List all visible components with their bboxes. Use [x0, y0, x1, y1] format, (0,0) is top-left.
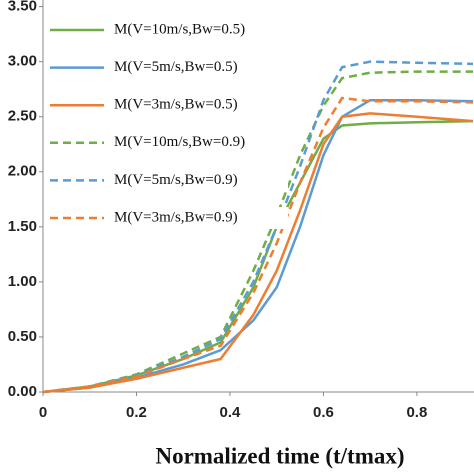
y-tick-label: 2.00 — [8, 163, 37, 180]
series-line — [42, 70, 473, 394]
legend-label: M(V=10m/s,Bw=0.9) — [114, 134, 245, 150]
legend-label: M(V=3m/s,Bw=0.9) — [114, 209, 238, 225]
series-line — [42, 96, 474, 394]
legend-label: M(V=3m/s,Bw=0.5) — [114, 97, 238, 113]
legend-bg — [108, 169, 288, 192]
legend-label: M(V=5m/s,Bw=0.5) — [114, 59, 238, 75]
x-tick-label: 0.6 — [313, 404, 334, 421]
x-tick-label: 0 — [39, 404, 47, 421]
series-line — [42, 112, 474, 394]
legend-bg — [108, 94, 288, 117]
x-tick-label: 0.4 — [220, 404, 242, 421]
y-tick-label: 3.00 — [8, 53, 37, 70]
x-axis-label: Normalized time (t/tmax) — [155, 443, 404, 468]
y-tick-label: 0.50 — [8, 328, 37, 345]
series-line — [42, 119, 474, 394]
y-tick-label: 3.50 — [8, 0, 37, 15]
x-tick-label: 0.8 — [406, 404, 427, 421]
legend-bg — [108, 56, 288, 79]
y-tick-label: 1.00 — [8, 273, 37, 290]
legend-bg — [108, 207, 288, 229]
legend-bg — [108, 131, 288, 154]
legend-bg — [108, 19, 288, 41]
y-tick-label: 2.50 — [8, 108, 37, 125]
x-tick-label: 0.2 — [126, 404, 147, 421]
y-tick-label: 0.00 — [8, 383, 37, 400]
legend-label: M(V=10m/s,Bw=0.5) — [114, 21, 245, 37]
legend-label: M(V=5m/s,Bw=0.9) — [114, 172, 238, 188]
y-tick-label: 1.50 — [8, 218, 37, 235]
